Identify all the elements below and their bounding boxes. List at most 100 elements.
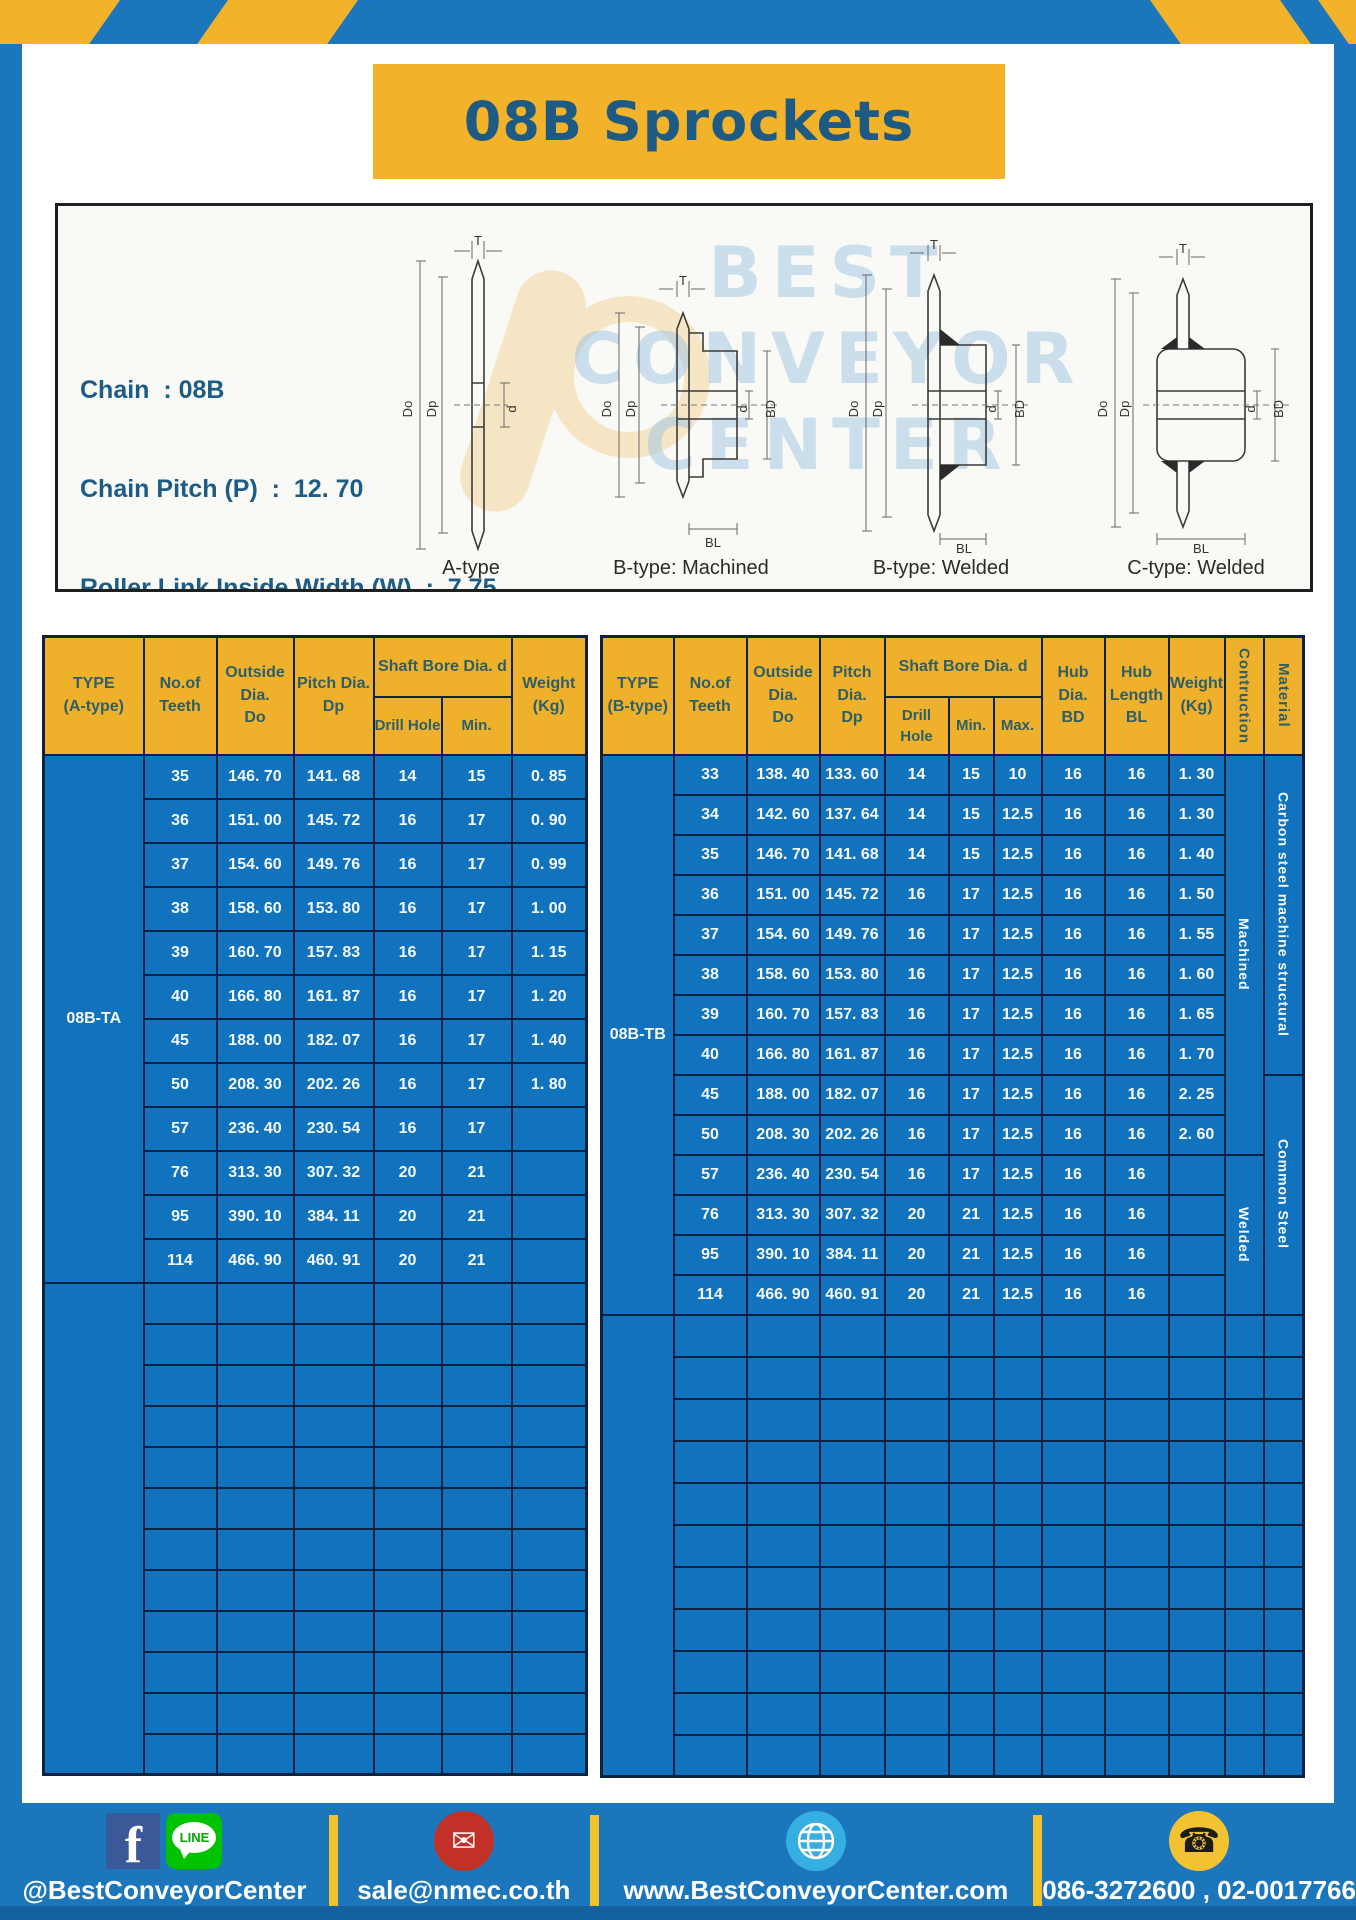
col-header-pitch-dia: Pitch Dia. Dp <box>292 635 375 756</box>
empty-cell <box>947 1649 995 1694</box>
footer-email-item[interactable]: ✉ sale@nmec.co.th <box>338 1803 589 1920</box>
facebook-icon[interactable]: f <box>106 1813 161 1872</box>
table-cell: 50 <box>672 1113 748 1156</box>
table-cell: 182. 07 <box>818 1073 886 1116</box>
empty-cell <box>440 1609 513 1653</box>
empty-row <box>602 1481 1305 1526</box>
table-row: 37 154. 60 149. 76 16 17 0. 99 <box>44 841 588 888</box>
table-cell: 16 <box>1103 793 1170 836</box>
empty-cell <box>372 1568 443 1612</box>
table-cell: 45 <box>672 1073 748 1116</box>
empty-cell <box>672 1523 748 1568</box>
mail-icon[interactable]: ✉ <box>433 1811 494 1871</box>
table-cell: 16 <box>1040 1113 1106 1156</box>
empty-cell <box>372 1281 443 1325</box>
table-cell: 149. 76 <box>818 913 886 956</box>
email-address[interactable]: sale@nmec.co.th <box>357 1875 571 1905</box>
table-cell: 1. 65 <box>1167 993 1226 1036</box>
empty-cell <box>142 1650 218 1694</box>
footer-phone-item[interactable]: ☎ 086-3272600 , 02-0017766 <box>1042 1803 1356 1920</box>
empty-cell <box>510 1650 588 1694</box>
table-cell: 12.5 <box>992 1193 1043 1236</box>
table-row: 76 313. 30 307. 32 20 21 12.5 16 16 <box>602 1193 1304 1236</box>
table-cell: 21 <box>440 1237 513 1284</box>
table-cell: 14 <box>883 833 950 876</box>
empty-cell <box>947 1481 995 1526</box>
table-cell: 16 <box>1103 753 1170 796</box>
corner-stripe <box>1318 0 1356 44</box>
table-cell: 16 <box>883 913 950 956</box>
table-cell: 14 <box>883 793 950 836</box>
website-url[interactable]: www.BestConveyorCenter.com <box>623 1875 1009 1905</box>
empty-cell <box>992 1481 1043 1526</box>
phone-icon[interactable]: ☎ <box>1169 1811 1230 1871</box>
table-cell: 16 <box>1040 753 1106 796</box>
table-row: 35 146. 70 141. 68 14 15 12.5 16 16 1. 40 <box>602 833 1304 876</box>
svg-text:BL: BL <box>705 535 721 550</box>
empty-cell <box>672 1691 748 1736</box>
empty-cell <box>883 1565 950 1610</box>
construction-cell: Welded <box>1223 1153 1265 1316</box>
table-cell: 142. 60 <box>745 793 821 836</box>
phone-numbers[interactable]: 086-3272600 , 02-0017766 <box>1042 1875 1356 1905</box>
line-icon[interactable]: LINE <box>166 1813 223 1869</box>
empty-cell <box>215 1650 295 1694</box>
empty-cell <box>1262 1691 1305 1736</box>
empty-cell <box>1040 1355 1106 1400</box>
table-cell: 17 <box>947 953 995 996</box>
table-cell: 16 <box>1040 1033 1106 1076</box>
globe-icon[interactable] <box>785 1811 846 1871</box>
empty-cell <box>215 1281 295 1325</box>
table-cell: 313. 30 <box>215 1149 295 1196</box>
table-cell: 0. 85 <box>510 753 588 800</box>
table-cell: 17 <box>440 1061 513 1108</box>
empty-cell <box>142 1732 218 1776</box>
table-row: 45 188. 00 182. 07 16 17 12.5 16 16 2. 25 Common … <box>602 1073 1305 1316</box>
table-cell: 39 <box>142 929 218 976</box>
table-row: 36 151. 00 145. 72 16 17 0. 90 <box>44 797 588 844</box>
table-cell: 114 <box>672 1273 748 1316</box>
empty-cell <box>1167 1313 1226 1358</box>
table-cell: 307. 32 <box>292 1149 375 1196</box>
table-cell: 40 <box>142 973 218 1020</box>
type-cell <box>42 1281 145 1776</box>
chain-specs: Chain : 08B Chain Pitch (P) : 12. 70 Rol… <box>80 308 496 589</box>
table-cell: 16 <box>1103 873 1170 916</box>
table-cell: 1. 15 <box>510 929 588 976</box>
table-cell: 1. 80 <box>510 1061 588 1108</box>
table-cell: 161. 87 <box>292 973 375 1020</box>
table-cell: 153. 80 <box>818 953 886 996</box>
empty-row <box>600 1313 1305 1778</box>
footer-social-item[interactable]: f LINE @BestConveyorCenter <box>0 1803 329 1920</box>
table-cell: 38 <box>142 885 218 932</box>
svg-text:Do: Do <box>1095 401 1110 418</box>
empty-cell <box>510 1281 588 1325</box>
empty-cell <box>292 1650 375 1694</box>
col-header-type: TYPE (A-type) <box>42 635 145 756</box>
empty-cell <box>992 1523 1043 1568</box>
empty-cell <box>1103 1607 1170 1652</box>
empty-cell <box>672 1313 748 1358</box>
social-handle[interactable]: @BestConveyorCenter <box>22 1875 307 1905</box>
col-header-max: Max. <box>992 695 1043 756</box>
empty-cell <box>1167 1565 1226 1610</box>
table-cell: 160. 70 <box>745 993 821 1036</box>
empty-cell <box>992 1355 1043 1400</box>
empty-cell <box>947 1607 995 1652</box>
table-cell: 16 <box>1040 1193 1106 1236</box>
empty-cell <box>672 1439 748 1484</box>
empty-cell <box>818 1691 886 1736</box>
empty-cell <box>992 1691 1043 1736</box>
table-cell: 12.5 <box>992 1033 1043 1076</box>
table-cell: 1. 40 <box>1167 833 1226 876</box>
svg-text:d: d <box>1243 405 1258 412</box>
empty-cell <box>1040 1397 1106 1442</box>
empty-cell <box>745 1397 821 1442</box>
table-cell: 12.5 <box>992 953 1043 996</box>
table-cell: 157. 83 <box>292 929 375 976</box>
empty-cell <box>372 1650 443 1694</box>
table-cell: 16 <box>1103 1153 1170 1196</box>
footer-website-item[interactable]: www.BestConveyorCenter.com <box>599 1803 1033 1920</box>
table-cell: 390. 10 <box>745 1233 821 1276</box>
